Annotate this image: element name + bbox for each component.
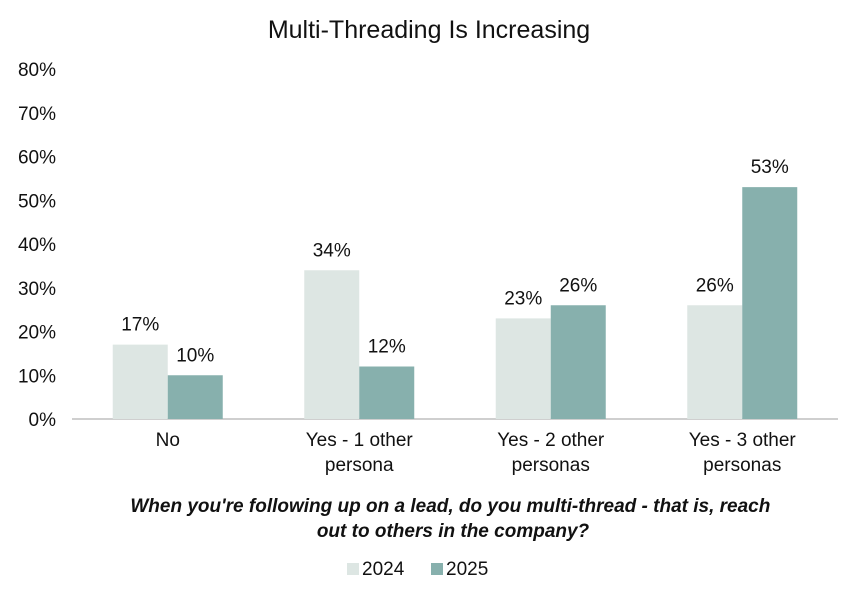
bar-2024 (112, 344, 168, 419)
category-label: Yes - 3 other personas (689, 430, 797, 476)
y-tick-label: 20% (18, 323, 56, 344)
category-label-line: personas (703, 455, 781, 476)
axis-question: When you're following up on a lead, do y… (130, 496, 775, 542)
y-tick-label: 70% (18, 104, 56, 125)
y-tick-label: 0% (29, 410, 57, 431)
bar-2025 (550, 305, 606, 419)
category-label: Yes - 1 other persona (306, 430, 414, 476)
bars (112, 187, 798, 419)
chart-title: Multi-Threading Is Increasing (268, 16, 590, 44)
y-tick-label: 50% (18, 191, 56, 212)
category-label-line: Yes - 3 other (689, 430, 797, 451)
bar-2025 (742, 187, 798, 419)
category-label: No (156, 430, 180, 451)
data-labels: 17% 10% 34% 12% 23% 26% 26% 53% (121, 157, 789, 366)
y-tick-label: 10% (18, 366, 56, 387)
category-label-line: persona (325, 455, 394, 476)
data-label: 34% (313, 240, 351, 261)
legend-label-2025: 2025 (446, 559, 488, 580)
category-label-line: Yes - 2 other (497, 430, 605, 451)
y-axis-ticks: 0% 10% 20% 30% 40% 50% 60% 70% 80% (18, 60, 56, 431)
legend-label-2024: 2024 (362, 559, 405, 580)
legend: 2024 2025 (347, 559, 488, 580)
bar-2025 (167, 375, 223, 419)
category-label: Yes - 2 other personas (497, 430, 605, 476)
axis-question-line-1: When you're following up on a lead, do y… (130, 496, 770, 517)
y-tick-label: 30% (18, 279, 56, 300)
data-label: 26% (696, 275, 734, 296)
bar-2025 (359, 366, 415, 419)
y-tick-label: 80% (18, 60, 56, 81)
bar-2024 (687, 305, 743, 419)
data-label: 17% (121, 315, 159, 336)
category-labels: No Yes - 1 other persona Yes - 2 other perso… (156, 430, 797, 476)
bar-2024 (495, 318, 551, 419)
data-label: 12% (368, 337, 406, 358)
data-label: 26% (559, 275, 597, 296)
category-label-line: No (156, 430, 180, 451)
data-label: 23% (504, 288, 542, 309)
category-label-line: Yes - 1 other (306, 430, 414, 451)
y-tick-label: 40% (18, 235, 56, 256)
legend-swatch-2025 (431, 563, 443, 575)
legend-swatch-2024 (347, 563, 359, 575)
y-tick-label: 60% (18, 148, 56, 169)
category-label-line: personas (512, 455, 590, 476)
data-label: 53% (751, 157, 789, 178)
axis-question-line-2: out to others in the company? (317, 521, 590, 542)
bar-2024 (304, 270, 360, 419)
data-label: 10% (176, 345, 214, 366)
